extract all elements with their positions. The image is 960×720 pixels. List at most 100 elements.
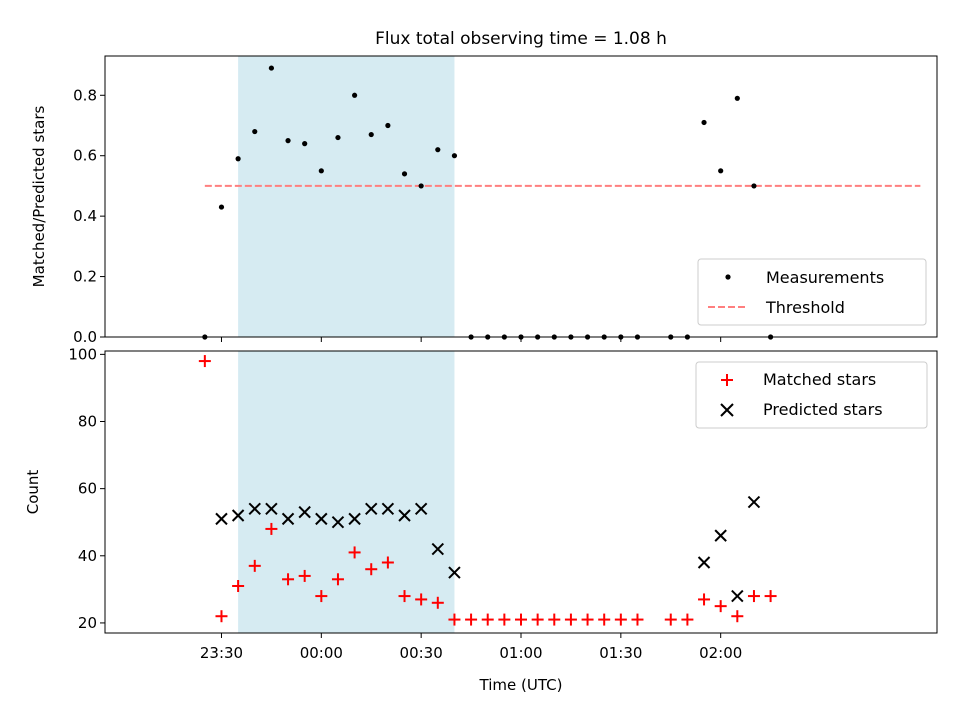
measurement-point <box>435 147 441 153</box>
legend-matched-marker <box>721 374 733 386</box>
measurement-point <box>318 168 324 174</box>
matched-star-point <box>714 600 727 613</box>
top-y-axis-label: Matched/Predicted stars <box>30 106 48 288</box>
bottom-x-ticks: 23:30 00:00 00:30 01:00 01:30 02:00 <box>200 633 742 662</box>
matched-star-point <box>298 569 311 582</box>
predicted-stars-points <box>215 495 761 603</box>
measurement-point <box>252 128 258 135</box>
measurement-point <box>268 65 274 71</box>
matched-star-point <box>282 573 295 586</box>
legend-measurements-label: Measurements <box>766 268 884 287</box>
y-tick-label: 0.6 <box>73 147 97 165</box>
predicted-star-point <box>215 512 228 526</box>
matched-star-point <box>315 590 328 603</box>
matched-star-point <box>515 613 527 626</box>
y-tick-label: 100 <box>68 345 97 363</box>
matched-star-point <box>498 613 511 626</box>
bottom-y-ticks: 20 40 60 80 100 <box>68 345 105 632</box>
measurement-point <box>218 204 225 210</box>
top-panel: 0.00.20.40.60.8 Matched/Predicted stars … <box>30 55 938 346</box>
top-x-ticks <box>220 337 722 342</box>
predicted-star-point <box>348 512 361 526</box>
predicted-star-point <box>714 529 727 542</box>
measurement-point <box>451 153 458 159</box>
matched-star-point <box>481 613 494 626</box>
y-tick-label: 0.4 <box>73 207 97 225</box>
matched-star-point <box>265 522 278 535</box>
x-tick-label: 23:30 <box>200 644 243 662</box>
matched-star-point <box>548 613 561 626</box>
matched-star-point <box>381 556 394 569</box>
matched-star-point <box>664 613 677 626</box>
predicted-star-point <box>231 509 245 522</box>
matched-stars-points <box>198 355 777 626</box>
matched-star-point <box>348 546 361 559</box>
matched-star-point <box>448 613 461 626</box>
matched-star-point <box>681 613 694 626</box>
bottom-legend: Matched stars Predicted stars <box>695 361 928 429</box>
top-axes-frame <box>104 55 938 338</box>
bottom-y-axis-label: Count <box>24 470 42 515</box>
measurement-point <box>335 134 341 141</box>
predicted-star-point <box>265 502 278 515</box>
matched-star-point <box>215 610 228 623</box>
predicted-star-point <box>298 505 311 519</box>
predicted-star-point <box>448 566 461 579</box>
predicted-star-point <box>281 512 295 526</box>
predicted-star-point <box>381 502 395 515</box>
bottom-legend-box <box>695 361 928 429</box>
predicted-star-point <box>697 556 711 569</box>
x-axis-label: Time (UTC) <box>479 676 563 694</box>
y-tick-label: 0.2 <box>73 268 97 286</box>
matched-star-point <box>415 593 428 606</box>
y-tick-label: 40 <box>78 547 97 565</box>
legend-measurements-marker <box>725 274 731 280</box>
matched-star-point <box>398 590 411 603</box>
x-tick-label: 02:00 <box>699 644 742 662</box>
predicted-star-point <box>431 542 445 556</box>
measurement-point <box>418 183 424 189</box>
measurement-point <box>285 138 291 144</box>
matched-star-point <box>232 580 245 592</box>
matched-star-point <box>747 590 760 603</box>
measurement-point <box>734 95 740 101</box>
measurement-point <box>751 183 757 189</box>
predicted-star-point <box>731 589 744 603</box>
measurement-point <box>701 119 707 126</box>
matched-star-point <box>331 573 344 586</box>
matched-star-point <box>614 613 627 626</box>
matched-star-point <box>581 613 594 626</box>
measurement-point <box>401 171 408 177</box>
measurement-point <box>352 92 358 98</box>
x-tick-label: 01:00 <box>499 644 542 662</box>
y-tick-label: 80 <box>78 413 97 431</box>
predicted-star-point <box>248 502 261 515</box>
matched-star-point <box>564 613 577 626</box>
top-y-ticks: 0.0 0.2 0.4 0.6 0.8 <box>73 86 105 346</box>
matched-star-point <box>631 613 644 626</box>
predicted-star-point <box>398 509 411 522</box>
legend-matched-label: Matched stars <box>763 370 876 389</box>
x-tick-label: 00:30 <box>400 644 443 662</box>
legend-predicted-marker <box>720 403 734 417</box>
top-observing-window <box>238 56 455 337</box>
predicted-star-point <box>747 495 761 509</box>
measurement-point <box>718 168 724 174</box>
y-tick-label: 0.8 <box>73 86 97 104</box>
legend-threshold-label: Threshold <box>765 298 845 317</box>
y-tick-label: 20 <box>78 614 97 632</box>
matched-star-point <box>465 613 478 626</box>
top-legend: Measurements Threshold <box>697 258 927 326</box>
predicted-star-point <box>414 502 428 515</box>
bottom-panel: 20 40 60 80 100 23:30 00:00 00:30 01:00 01:30 02:… <box>24 345 938 694</box>
matched-star-point <box>764 590 777 603</box>
chart-title: Flux total observing time = 1.08 h <box>375 29 667 49</box>
matched-star-point <box>198 355 211 368</box>
legend-predicted-label: Predicted stars <box>763 400 883 419</box>
measurement-point <box>235 156 241 162</box>
measurement-point <box>368 131 374 138</box>
predicted-star-point <box>331 516 345 529</box>
x-tick-label: 01:30 <box>599 644 642 662</box>
measurement-point <box>302 141 308 147</box>
